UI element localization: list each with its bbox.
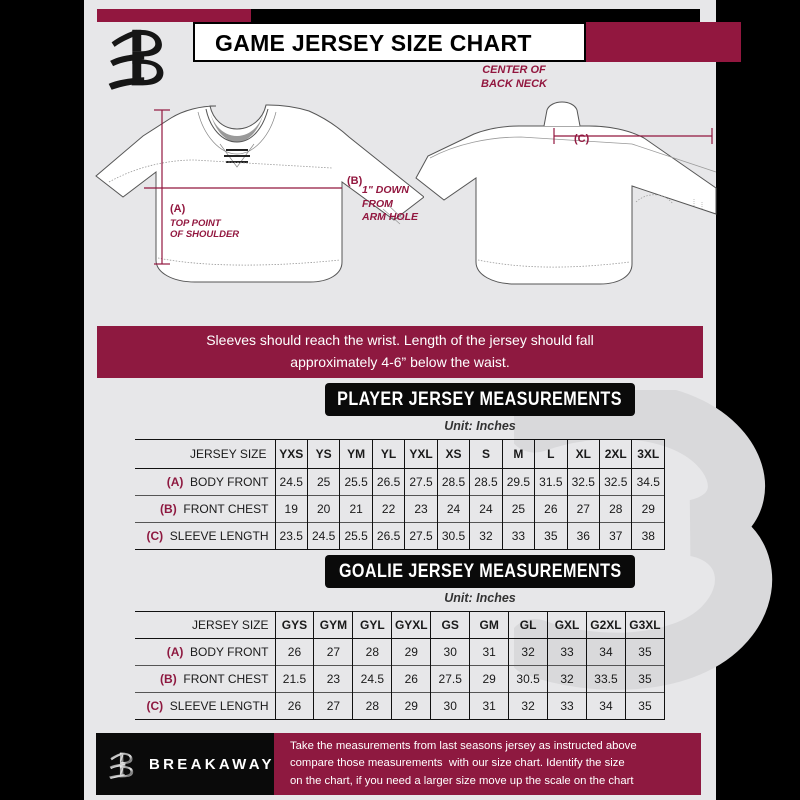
svg-text:TOP POINT: TOP POINT [170, 218, 222, 229]
svg-text:(C): (C) [574, 133, 590, 145]
svg-text:OF SHOULDER: OF SHOULDER [170, 229, 239, 240]
svg-text:(A): (A) [170, 203, 186, 215]
svg-text:(B): (B) [347, 175, 363, 187]
